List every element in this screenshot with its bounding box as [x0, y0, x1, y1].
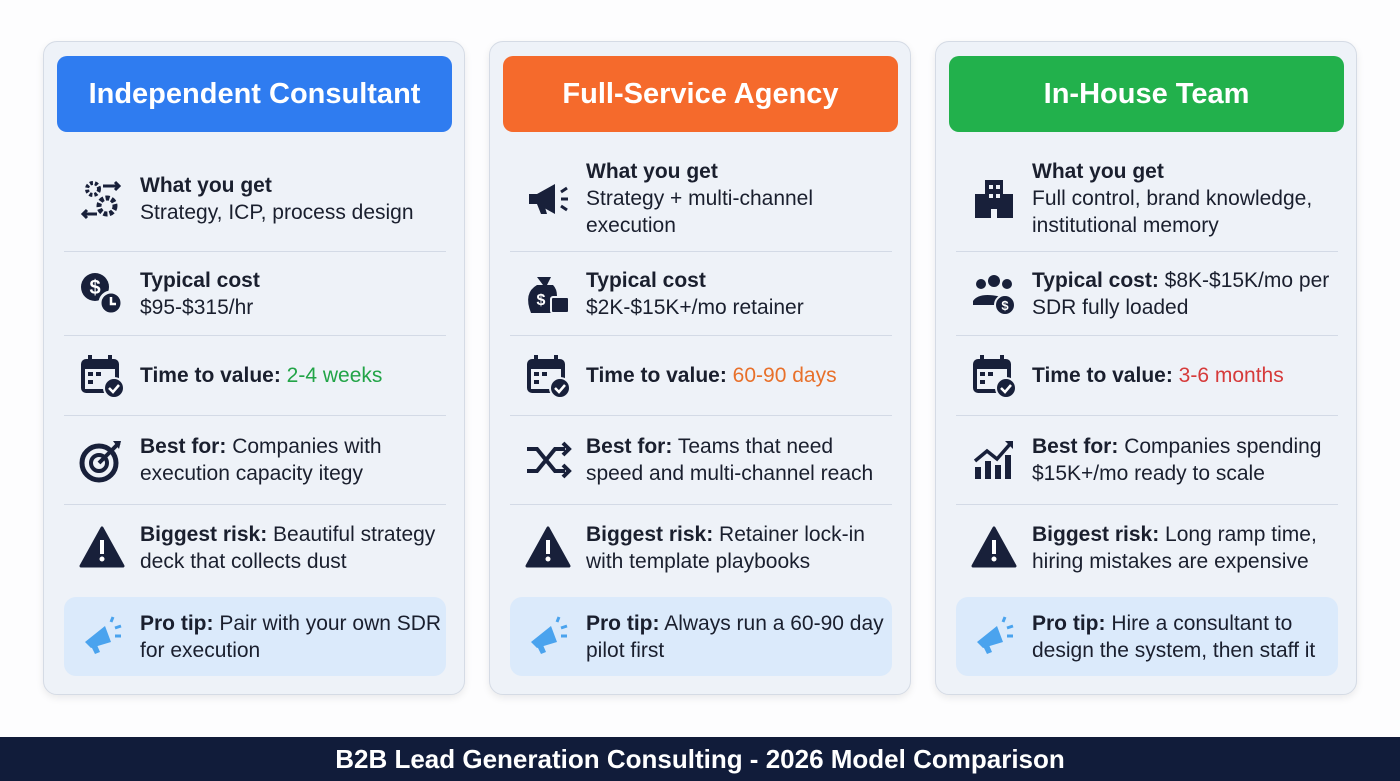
best-for-label: Best for: — [586, 435, 673, 458]
biggest-risk-value: Retainer lock-in with template playbooks — [586, 523, 865, 573]
warning-icon — [510, 523, 586, 573]
best-for-label: Best for: — [1032, 435, 1119, 458]
best-for-value: Companies spending $15K+/mo ready to sca… — [1032, 435, 1322, 485]
row-time-to-value: Time to value: 60-90 days — [510, 336, 892, 416]
time-to-value-value: 2-4 weeks — [286, 364, 383, 387]
megaphone-icon — [510, 174, 586, 224]
pro-tip-label: Pro tip: — [586, 611, 660, 635]
pro-tip-box: Pro tip: Pair with your own SDR for exec… — [64, 597, 446, 676]
target-icon — [64, 435, 140, 485]
best-for-label: Best for: — [140, 435, 227, 458]
time-to-value-value: 3-6 months — [1178, 364, 1284, 387]
row-time-to-value: Time to value: 2-4 weeks — [64, 336, 446, 416]
row-best-for: Best for: Teams that need speed and mult… — [510, 416, 892, 505]
what-you-get-value: Strategy, ICP, process design — [140, 200, 414, 224]
biggest-risk-label: Biggest risk: — [140, 523, 268, 546]
time-to-value-label: Time to value: — [140, 364, 281, 387]
pro-tip-value: Pair with your own SDR for execution — [140, 611, 442, 662]
card-in-house-team: In-House Team What you get Full control, … — [935, 41, 1357, 695]
pro-tip-label: Pro tip: — [1032, 611, 1106, 635]
gears-icon — [64, 174, 140, 224]
warning-icon — [64, 523, 140, 573]
pro-tip-label: Pro tip: — [140, 611, 214, 635]
svg-text:$: $ — [537, 292, 546, 309]
row-best-for: Best for: Companies with execution capac… — [64, 416, 446, 505]
typical-cost-label: Typical cost — [140, 268, 260, 292]
typical-cost-value: $8K-$15K/mo per SDR fully loaded — [1032, 268, 1330, 319]
pro-tip-box: Pro tip: Hire a consultant to design the… — [956, 597, 1338, 676]
biggest-risk-label: Biggest risk: — [1032, 523, 1160, 546]
megaphone-icon — [510, 612, 586, 662]
pro-tip-value: Hire a consultant to design the system, … — [1032, 611, 1316, 662]
row-what-you-get: What you get Strategy, ICP, process desig… — [64, 146, 446, 252]
row-typical-cost: $ Typical cost $95-$315/hr — [64, 252, 446, 336]
svg-text:$: $ — [89, 277, 100, 299]
row-biggest-risk: Biggest risk: Long ramp time, hiring mis… — [956, 505, 1338, 591]
typical-cost-value: $95-$315/hr — [140, 295, 254, 319]
building-icon — [956, 174, 1032, 224]
calendar-icon — [64, 351, 140, 401]
row-biggest-risk: Biggest risk: Retainer lock-in with temp… — [510, 505, 892, 591]
best-for-value: Companies with execution capacity itegy — [140, 435, 382, 485]
typical-cost-label: Typical cost: — [1032, 268, 1159, 292]
card-independent-consultant: Independent Consultant What you get Strat… — [43, 41, 465, 695]
calendar-icon — [510, 351, 586, 401]
calendar-icon — [956, 351, 1032, 401]
what-you-get-label: What you get — [1032, 160, 1164, 183]
card-full-service-agency: Full-Service Agency What you get Strategy… — [489, 41, 911, 695]
coin-icon: $ — [64, 269, 140, 319]
bag-icon: $ — [510, 269, 586, 319]
people-icon: $ — [956, 269, 1032, 319]
what-you-get-value: Full control, brand knowledge, instituti… — [1032, 187, 1313, 237]
row-what-you-get: What you get Full control, brand knowledg… — [956, 146, 1338, 252]
row-what-you-get: What you get Strategy + multi-channel exe… — [510, 146, 892, 252]
what-you-get-label: What you get — [586, 160, 718, 183]
time-to-value-label: Time to value: — [586, 364, 727, 387]
megaphone-icon — [956, 612, 1032, 662]
card-header: In-House Team — [949, 56, 1344, 132]
megaphone-icon — [64, 612, 140, 662]
row-time-to-value: Time to value: 3-6 months — [956, 336, 1338, 416]
typical-cost-label: Typical cost — [586, 268, 706, 292]
chart-icon — [956, 435, 1032, 485]
what-you-get-label: What you get — [140, 173, 272, 197]
time-to-value-label: Time to value: — [1032, 364, 1173, 387]
row-best-for: Best for: Companies spending $15K+/mo re… — [956, 416, 1338, 505]
biggest-risk-value: Beautiful strategy deck that collects du… — [140, 523, 436, 573]
row-typical-cost: $ Typical cost: $8K-$15K/mo per SDR full… — [956, 252, 1338, 336]
card-header: Independent Consultant — [57, 56, 452, 132]
best-for-value: Teams that need speed and multi-channel … — [586, 435, 874, 485]
warning-icon — [956, 523, 1032, 573]
biggest-risk-value: Long ramp time, hiring mistakes are expe… — [1032, 523, 1317, 573]
card-header: Full-Service Agency — [503, 56, 898, 132]
svg-text:$: $ — [1001, 298, 1009, 313]
typical-cost-value: $2K-$15K+/mo retainer — [586, 295, 804, 319]
pro-tip-box: Pro tip: Always run a 60-90 day pilot fi… — [510, 597, 892, 676]
pro-tip-value: Always run a 60-90 day pilot first — [586, 611, 884, 662]
footer-title: B2B Lead Generation Consulting - 2026 Mo… — [0, 737, 1400, 781]
row-typical-cost: $ Typical cost $2K-$15K+/mo retainer — [510, 252, 892, 336]
biggest-risk-label: Biggest risk: — [586, 523, 714, 546]
row-biggest-risk: Biggest risk: Beautiful strategy deck th… — [64, 505, 446, 591]
shuffle-icon — [510, 435, 586, 485]
time-to-value-value: 60-90 days — [732, 364, 837, 387]
what-you-get-value: Strategy + multi-channel execution — [586, 187, 814, 237]
